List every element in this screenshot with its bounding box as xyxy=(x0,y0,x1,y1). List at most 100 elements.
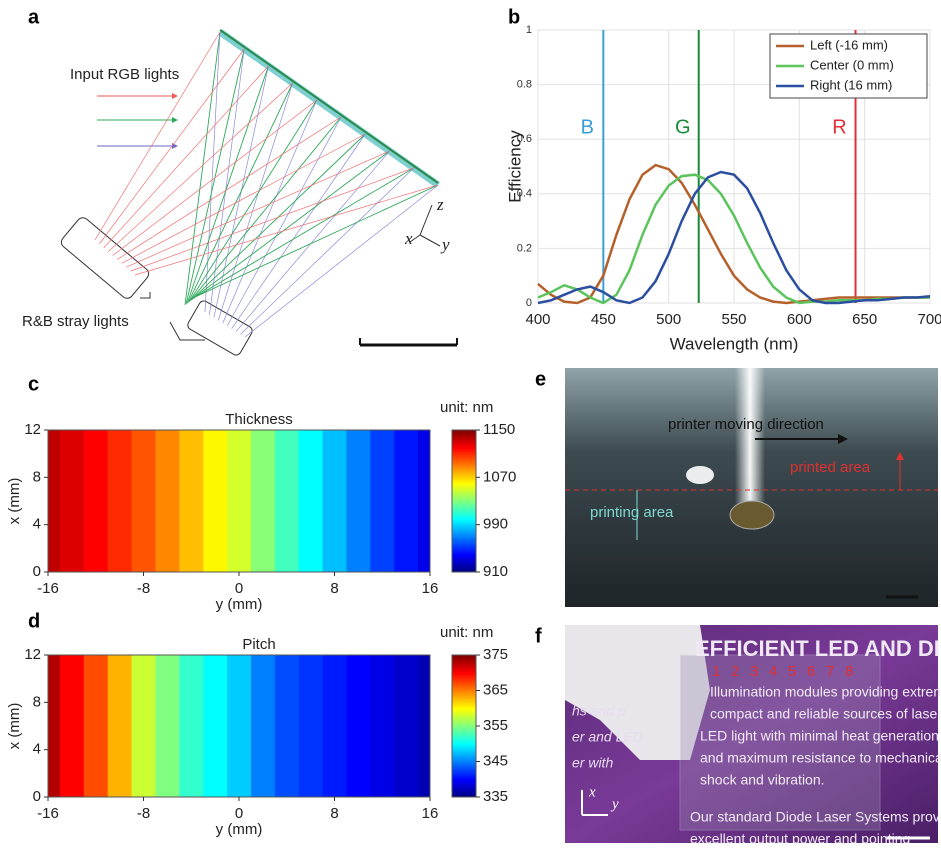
heat-cell xyxy=(394,655,419,797)
colorbar-cell xyxy=(452,508,476,511)
ray xyxy=(217,82,294,321)
colorbar-tick-label: 375 xyxy=(483,646,508,663)
arrow-head xyxy=(172,143,178,149)
ray xyxy=(94,31,221,241)
colorbar-cell xyxy=(452,659,476,663)
panel-letter: e xyxy=(535,368,546,390)
leader xyxy=(140,292,151,299)
heat-cell xyxy=(227,655,252,797)
x-tick-label: 400 xyxy=(525,311,550,328)
x-tick-label: 16 xyxy=(422,580,439,597)
legend-label: Left (-16 mm) xyxy=(810,37,888,52)
colorbar-cell xyxy=(452,489,476,493)
colorbar-cell xyxy=(452,510,476,514)
colorbar-tick-label: 1070 xyxy=(483,468,516,485)
colorbar-cell xyxy=(452,723,476,727)
ray xyxy=(190,116,342,301)
ray xyxy=(204,31,221,313)
input-label: Input RGB lights xyxy=(70,66,179,83)
side-text: er and LED xyxy=(572,729,643,745)
colorbar-cell xyxy=(452,512,476,516)
colorbar-cell xyxy=(452,747,476,751)
y-axis-label: Efficiency xyxy=(505,130,524,203)
colorbar-cell xyxy=(452,538,476,542)
heat-cell xyxy=(179,430,204,572)
colorbar-tick-label: 990 xyxy=(483,516,508,533)
colorbar-cell xyxy=(452,472,476,476)
colorbar-cell xyxy=(452,482,476,485)
glove xyxy=(565,625,710,760)
y-tick-label: 0 xyxy=(526,297,532,309)
colorbar-cell xyxy=(452,737,476,741)
colorbar-cell xyxy=(452,479,476,483)
panel-letter: b xyxy=(508,6,520,28)
y-axis-label: x (mm) xyxy=(6,703,23,750)
chart-title: Pitch xyxy=(242,636,275,653)
colorbar-cell xyxy=(452,456,476,459)
ray xyxy=(112,99,318,256)
colorbar-cell xyxy=(452,474,476,478)
colorbar-tick-label: 910 xyxy=(483,563,508,580)
heat-cell xyxy=(274,430,300,572)
colorbar-cell xyxy=(452,714,476,718)
side-text: er with xyxy=(572,755,613,771)
ray xyxy=(125,150,390,268)
colorbar-cell xyxy=(452,669,476,673)
x-tick-label: 600 xyxy=(787,311,812,328)
x-tick-label: 8 xyxy=(330,805,338,822)
x-tick-label: 650 xyxy=(852,311,877,328)
heat-cell xyxy=(274,655,300,797)
colorbar-cell xyxy=(452,775,476,779)
heat-cell xyxy=(322,430,347,572)
x-tick-label: 550 xyxy=(721,311,746,328)
colorbar-cell xyxy=(452,678,476,682)
ray xyxy=(189,99,318,302)
marker-label: B xyxy=(581,116,594,138)
stray-box xyxy=(60,217,150,299)
axis-arrow xyxy=(419,204,433,236)
axis-label: y xyxy=(610,796,619,812)
ray xyxy=(185,48,245,305)
ray xyxy=(130,167,414,272)
ray xyxy=(194,184,439,298)
colorbar-cell xyxy=(452,792,476,796)
ruler-number: 8 xyxy=(845,663,853,680)
heat-cell xyxy=(83,655,109,797)
y-tick-label: 0.8 xyxy=(517,79,532,91)
ruler-number: 4 xyxy=(769,663,777,680)
colorbar-cell xyxy=(452,515,476,519)
colorbar-label: unit: nm xyxy=(440,624,493,641)
heat-cell xyxy=(107,655,133,797)
ray xyxy=(192,150,390,300)
heat-cell xyxy=(155,430,180,572)
series-line xyxy=(537,170,931,305)
colorbar-cell xyxy=(452,448,476,452)
heat-cell xyxy=(370,430,395,572)
heat-cell xyxy=(418,655,431,797)
heat-cell xyxy=(48,655,61,797)
colorbar-cell xyxy=(452,541,476,545)
panel-e: printer moving direction printed area pr… xyxy=(565,368,938,607)
colorbar-cell xyxy=(452,759,476,762)
ray xyxy=(231,133,366,329)
heat-cell xyxy=(107,430,133,572)
colorbar-cell xyxy=(452,681,476,684)
colorbar-cell xyxy=(452,446,476,450)
colorbar-cell xyxy=(452,676,476,680)
x-axis-label: y (mm) xyxy=(216,821,263,838)
x-tick-label: -16 xyxy=(37,805,59,822)
x-axis-label: y (mm) xyxy=(216,596,263,613)
heat-cell xyxy=(250,430,276,572)
leader xyxy=(169,321,205,341)
ray xyxy=(121,133,366,264)
axis-arrow xyxy=(419,234,441,247)
body-line: Illumination modules providing extremely xyxy=(710,684,941,700)
stray-label: R&B stray lights xyxy=(22,313,129,330)
y-tick-label: 0 xyxy=(33,788,41,805)
legend-label: Right (16 mm) xyxy=(810,77,892,92)
colorbar-cell xyxy=(452,730,476,734)
colorbar-cell xyxy=(452,460,476,464)
heat-cell xyxy=(59,655,85,797)
colorbar-cell xyxy=(452,685,476,689)
